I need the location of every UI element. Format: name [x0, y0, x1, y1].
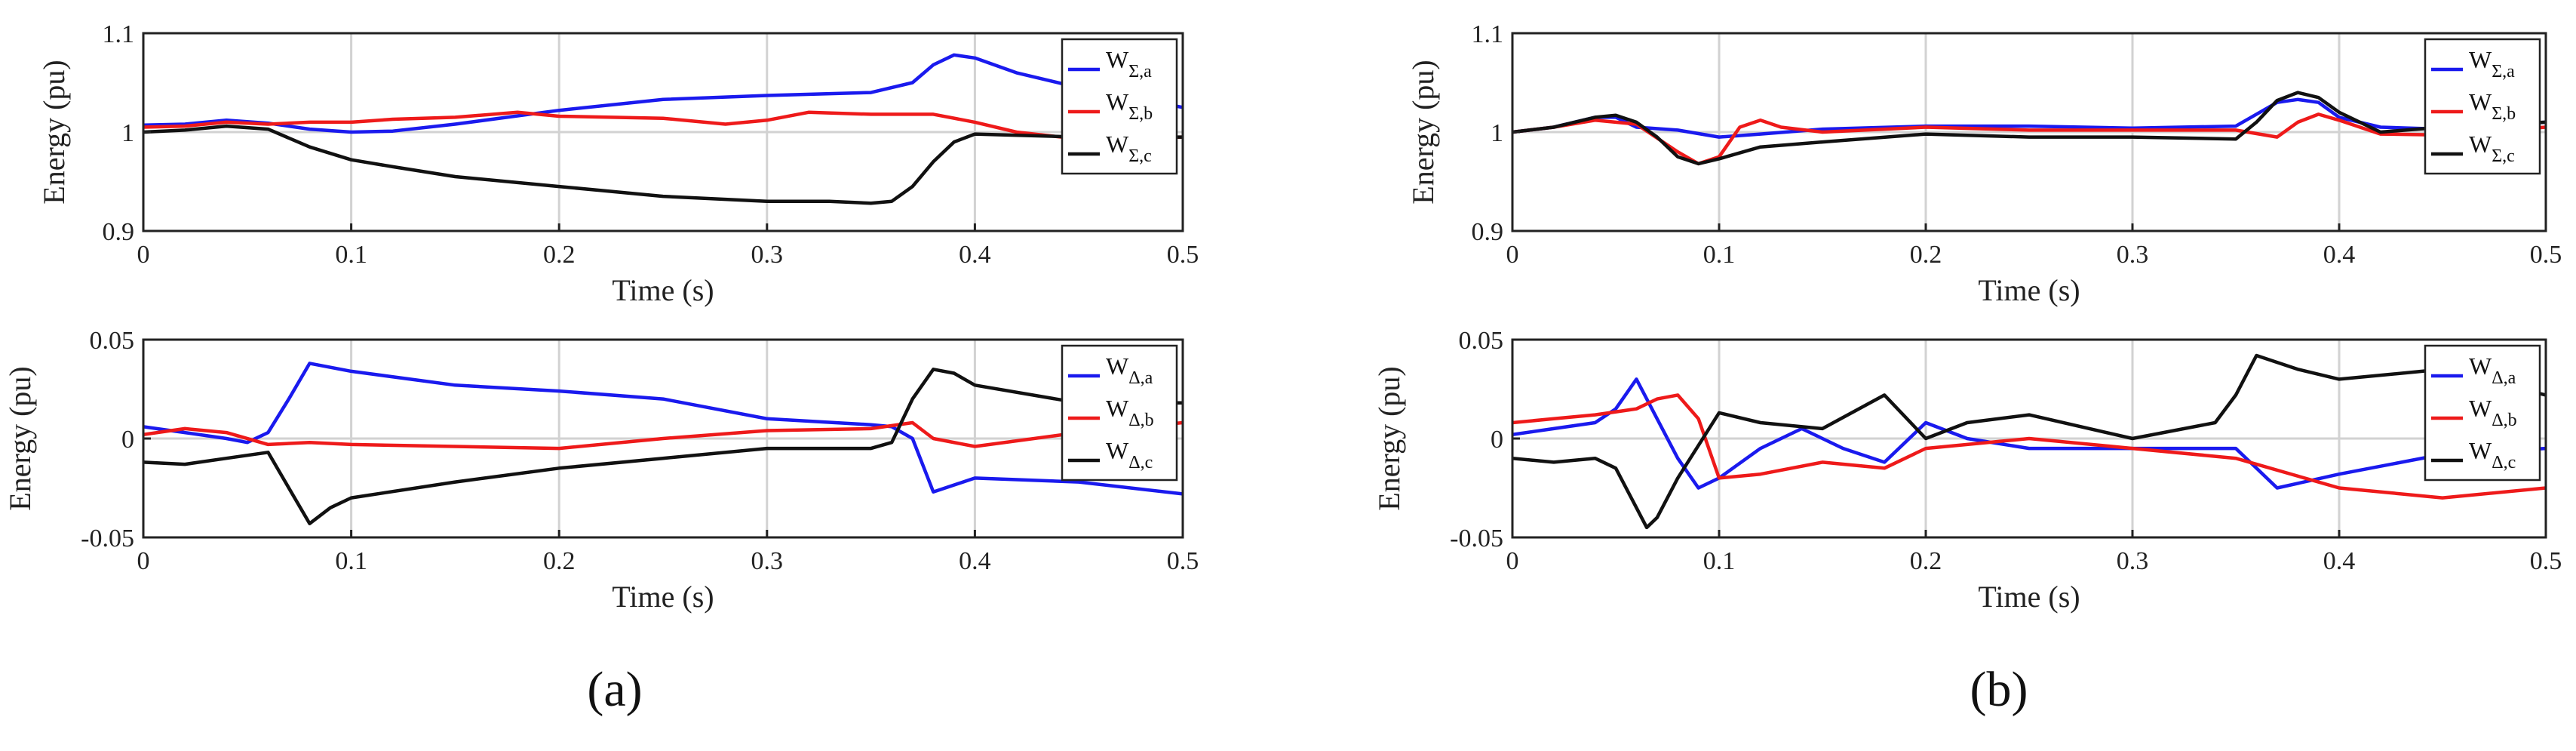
legend: WΣ,aWΣ,bWΣ,c: [2424, 38, 2541, 175]
x-axis-label: Time (s): [1978, 580, 2080, 614]
legend-subscript: Σ,b: [1128, 104, 1153, 124]
x-tick-label: 0.2: [1910, 547, 1942, 575]
legend-subscript: Δ,c: [2492, 453, 2516, 472]
legend: WΔ,aWΔ,bWΔ,c: [2424, 344, 2541, 482]
legend-subscript: Δ,c: [1128, 453, 1153, 472]
x-tick-label: 0.4: [2323, 547, 2356, 575]
y-tick-label: 1.1: [103, 20, 135, 48]
legend-box: [2424, 344, 2541, 482]
x-tick-label: 0.4: [959, 547, 991, 575]
legend-subscript: Δ,a: [2492, 368, 2516, 388]
x-tick-label: 0: [1506, 241, 1519, 269]
series-line-Δ,b: [1512, 393, 2546, 500]
series-line-Σ,a: [143, 53, 1183, 134]
y-tick-label: -0.05: [1450, 525, 1503, 552]
x-tick-label: 0.1: [1703, 547, 1736, 575]
y-axis-label: Energy (pu): [1406, 60, 1440, 204]
y-tick-label: 0.05: [1459, 327, 1504, 355]
legend-subscript: Σ,a: [1128, 62, 1152, 82]
y-tick-label: 0: [1491, 426, 1503, 454]
series-line-Δ,a: [1512, 377, 2546, 490]
chart-b-sum: 0 0.1 0.2 0.3 0.4 0.5 0.9 1 1.1 Time (s) Energy (p…: [1406, 20, 2562, 307]
series-line-Δ,c: [1512, 353, 2546, 530]
legend-box: [2424, 38, 2541, 175]
x-axis-label: Time (s): [1978, 273, 2080, 307]
series-line-Δ,c: [143, 368, 1183, 525]
x-tick-label: 0.2: [1910, 241, 1942, 269]
y-tick-label: 0.9: [103, 218, 135, 246]
x-tick-label: 0.5: [2530, 547, 2562, 575]
x-tick-label: 0.4: [2323, 241, 2356, 269]
legend: WΔ,aWΔ,bWΔ,c: [1061, 344, 1178, 482]
legend: WΣ,aWΣ,bWΣ,c: [1061, 38, 1178, 175]
x-axis-label: Time (s): [612, 580, 714, 614]
y-tick-label: 0.9: [1472, 218, 1504, 246]
y-tick-label: 1.1: [1472, 20, 1504, 48]
x-tick-label: 0.2: [543, 547, 576, 575]
x-tick-label: 0: [137, 547, 150, 575]
x-tick-label: 0.1: [335, 547, 367, 575]
y-tick-label: 0: [121, 426, 134, 454]
legend-subscript: Σ,c: [2492, 146, 2515, 166]
y-tick-label: -0.05: [81, 525, 134, 552]
x-tick-label: 0.5: [2530, 241, 2562, 269]
x-tick-label: 0.5: [1167, 241, 1199, 269]
series-line-Σ,c: [143, 124, 1183, 205]
x-tick-label: 0.3: [751, 547, 784, 575]
x-tick-label: 0: [137, 241, 150, 269]
legend-box: [1061, 344, 1178, 482]
y-tick-label: 1: [121, 119, 134, 147]
y-axis-label: Energy (pu): [37, 60, 71, 204]
x-tick-label: 0.1: [335, 241, 367, 269]
y-tick-label: 1: [1491, 119, 1503, 147]
series-line-Δ,a: [143, 362, 1183, 496]
panel-label-b: (b): [1970, 662, 2028, 717]
panel-label-a: (a): [587, 662, 642, 717]
legend-subscript: Σ,c: [1128, 146, 1152, 166]
chart-a-sum: 0 0.1 0.2 0.3 0.4 0.5 0.9 1 1.1 Time (s) Energy (p…: [37, 20, 1199, 307]
series-line-Σ,c: [1512, 91, 2546, 166]
x-axis-label: Time (s): [612, 273, 714, 307]
series-line-Δ,b: [143, 420, 1183, 451]
x-tick-label: 0.5: [1167, 547, 1199, 575]
x-tick-label: 0.3: [751, 241, 784, 269]
x-tick-label: 0: [1506, 547, 1519, 575]
legend-subscript: Σ,b: [2492, 104, 2516, 124]
legend-subscript: Σ,a: [2492, 62, 2515, 82]
series-line-Σ,b: [143, 110, 1183, 141]
y-tick-label: 0.05: [90, 327, 135, 355]
x-tick-label: 0.3: [2117, 547, 2149, 575]
y-axis-label: Energy (pu): [3, 366, 37, 510]
legend-subscript: Δ,b: [1128, 411, 1153, 430]
x-tick-label: 0.2: [543, 241, 576, 269]
x-tick-label: 0.3: [2117, 241, 2149, 269]
x-tick-label: 0.4: [959, 241, 991, 269]
legend-box: [1061, 38, 1178, 175]
legend-subscript: Δ,a: [1128, 368, 1153, 388]
y-axis-label: Energy (pu): [1372, 366, 1406, 510]
legend-subscript: Δ,b: [2492, 411, 2516, 430]
series-line-Σ,b: [1512, 112, 2546, 166]
x-tick-label: 0.1: [1703, 241, 1736, 269]
series-line-Σ,a: [1512, 97, 2546, 139]
